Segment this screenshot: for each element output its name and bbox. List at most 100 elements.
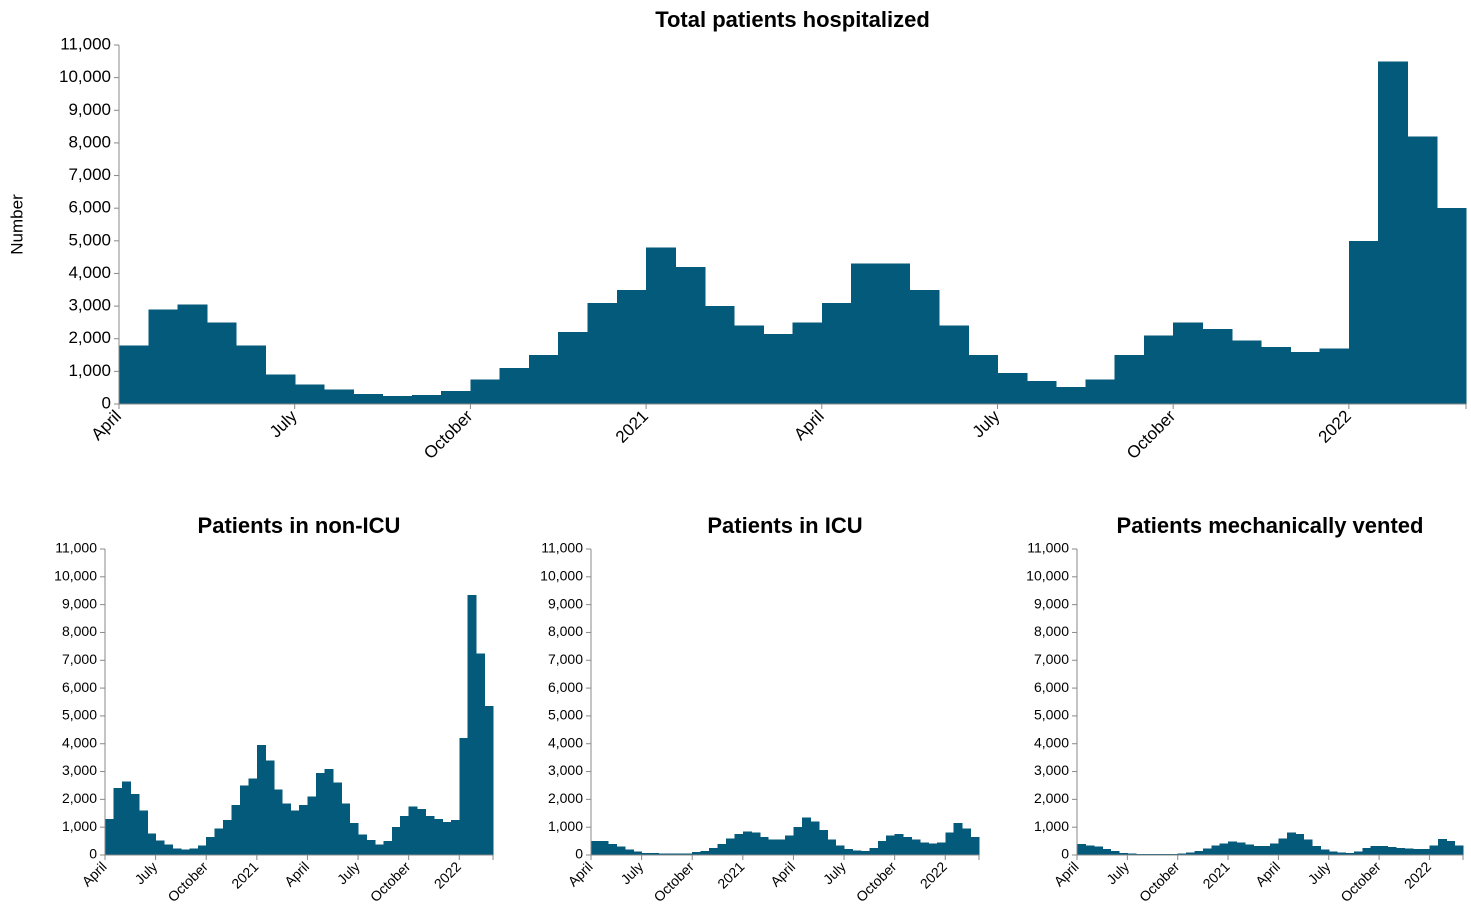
- x-tick-label: 2021: [228, 858, 261, 891]
- bar: [353, 394, 384, 404]
- x-tick-label: July: [334, 858, 363, 887]
- y-tick-label: 11,000: [541, 540, 583, 556]
- bar: [425, 816, 435, 855]
- x-tick-label: 2022: [1401, 858, 1434, 891]
- bar: [666, 853, 676, 855]
- x-tick-label: 2021: [1199, 858, 1232, 891]
- bar: [785, 835, 795, 855]
- bar: [970, 836, 980, 855]
- bar: [400, 816, 410, 855]
- y-tick-label: 10,000: [54, 568, 97, 584]
- y-tick-label: 5,000: [548, 707, 583, 723]
- y-tick-label: 3,000: [548, 762, 583, 778]
- bar: [936, 842, 946, 855]
- bar: [470, 379, 501, 404]
- y-tick-label: 0: [1061, 846, 1069, 862]
- y-tick-label: 6,000: [548, 679, 583, 695]
- bar: [1328, 851, 1338, 855]
- bar: [1379, 846, 1389, 855]
- bar: [1353, 851, 1363, 855]
- bar: [248, 778, 258, 855]
- bar: [1173, 322, 1204, 404]
- y-tick-label: 1,000: [1034, 818, 1069, 834]
- bar: [1177, 853, 1187, 855]
- bar: [851, 263, 881, 404]
- bar: [869, 848, 879, 855]
- y-tick-label: 10,000: [59, 67, 111, 86]
- bar: [323, 389, 354, 404]
- bar: [1143, 335, 1174, 404]
- bar: [315, 772, 325, 855]
- subplot: Patients in ICU 0 1,000 2,000 3,000 4,000 5,00…: [540, 513, 980, 905]
- subplot: Patients in non-ICU 0 1,000 2,000 3,000 4,000…: [54, 513, 494, 905]
- bar: [1118, 852, 1128, 855]
- x-tick-label: 2022: [917, 858, 950, 891]
- x-tick-label: October: [420, 406, 476, 462]
- bar: [704, 306, 735, 404]
- bar: [928, 843, 938, 855]
- bar: [206, 836, 216, 855]
- bar: [852, 850, 862, 855]
- y-tick-label: 1,000: [68, 361, 111, 380]
- bar: [164, 844, 174, 855]
- bar: [197, 845, 207, 855]
- bar: [633, 851, 643, 855]
- bar: [383, 841, 393, 855]
- bar: [911, 839, 921, 855]
- bar: [265, 374, 296, 404]
- bar: [1320, 849, 1330, 855]
- bar: [827, 839, 837, 855]
- bar: [776, 839, 786, 855]
- bar: [1446, 841, 1456, 855]
- chart-title: Patients in ICU: [707, 513, 862, 538]
- y-tick-label: 3,000: [1034, 762, 1069, 778]
- bar: [1295, 834, 1305, 855]
- bar: [408, 806, 418, 855]
- y-tick-label: 9,000: [62, 595, 97, 611]
- bar: [938, 325, 969, 404]
- bar: [282, 803, 292, 855]
- bar: [1395, 848, 1405, 855]
- y-tick-label: 1,000: [62, 818, 97, 834]
- bar: [1370, 846, 1380, 855]
- bar: [450, 820, 460, 855]
- x-tick-label: July: [1305, 858, 1334, 887]
- bar: [751, 832, 761, 855]
- x-tick-label: October: [1123, 406, 1179, 462]
- bar: [1437, 838, 1447, 855]
- bar: [1056, 387, 1086, 404]
- bar: [290, 810, 300, 855]
- bar: [962, 828, 972, 855]
- bar: [818, 829, 828, 855]
- bar: [459, 738, 469, 855]
- bar: [558, 332, 589, 404]
- bar: [307, 796, 317, 855]
- y-tick-label: 9,000: [1034, 595, 1069, 611]
- bar: [138, 810, 148, 855]
- bar: [1407, 136, 1438, 404]
- bar: [1127, 853, 1137, 855]
- bar: [591, 841, 601, 855]
- bar: [476, 653, 486, 855]
- bar: [675, 266, 706, 404]
- bar: [189, 848, 199, 855]
- y-tick-label: 4,000: [68, 263, 111, 282]
- bar: [273, 789, 283, 855]
- bar: [945, 832, 955, 855]
- bar: [894, 834, 904, 855]
- bar: [1348, 240, 1379, 404]
- x-tick-label: April: [79, 858, 110, 889]
- bar: [324, 768, 334, 855]
- bar: [1253, 846, 1263, 855]
- bar: [768, 839, 778, 855]
- bar: [650, 853, 660, 855]
- x-tick-label: April: [767, 858, 798, 889]
- x-tick-label: July: [969, 406, 1004, 441]
- x-tick-label: April: [1051, 858, 1082, 889]
- bar: [1135, 853, 1145, 855]
- bar: [1412, 848, 1422, 855]
- bar: [1194, 850, 1204, 855]
- y-tick-label: 2,000: [68, 328, 111, 347]
- y-axis-label: Number: [7, 194, 26, 255]
- bar: [265, 760, 275, 855]
